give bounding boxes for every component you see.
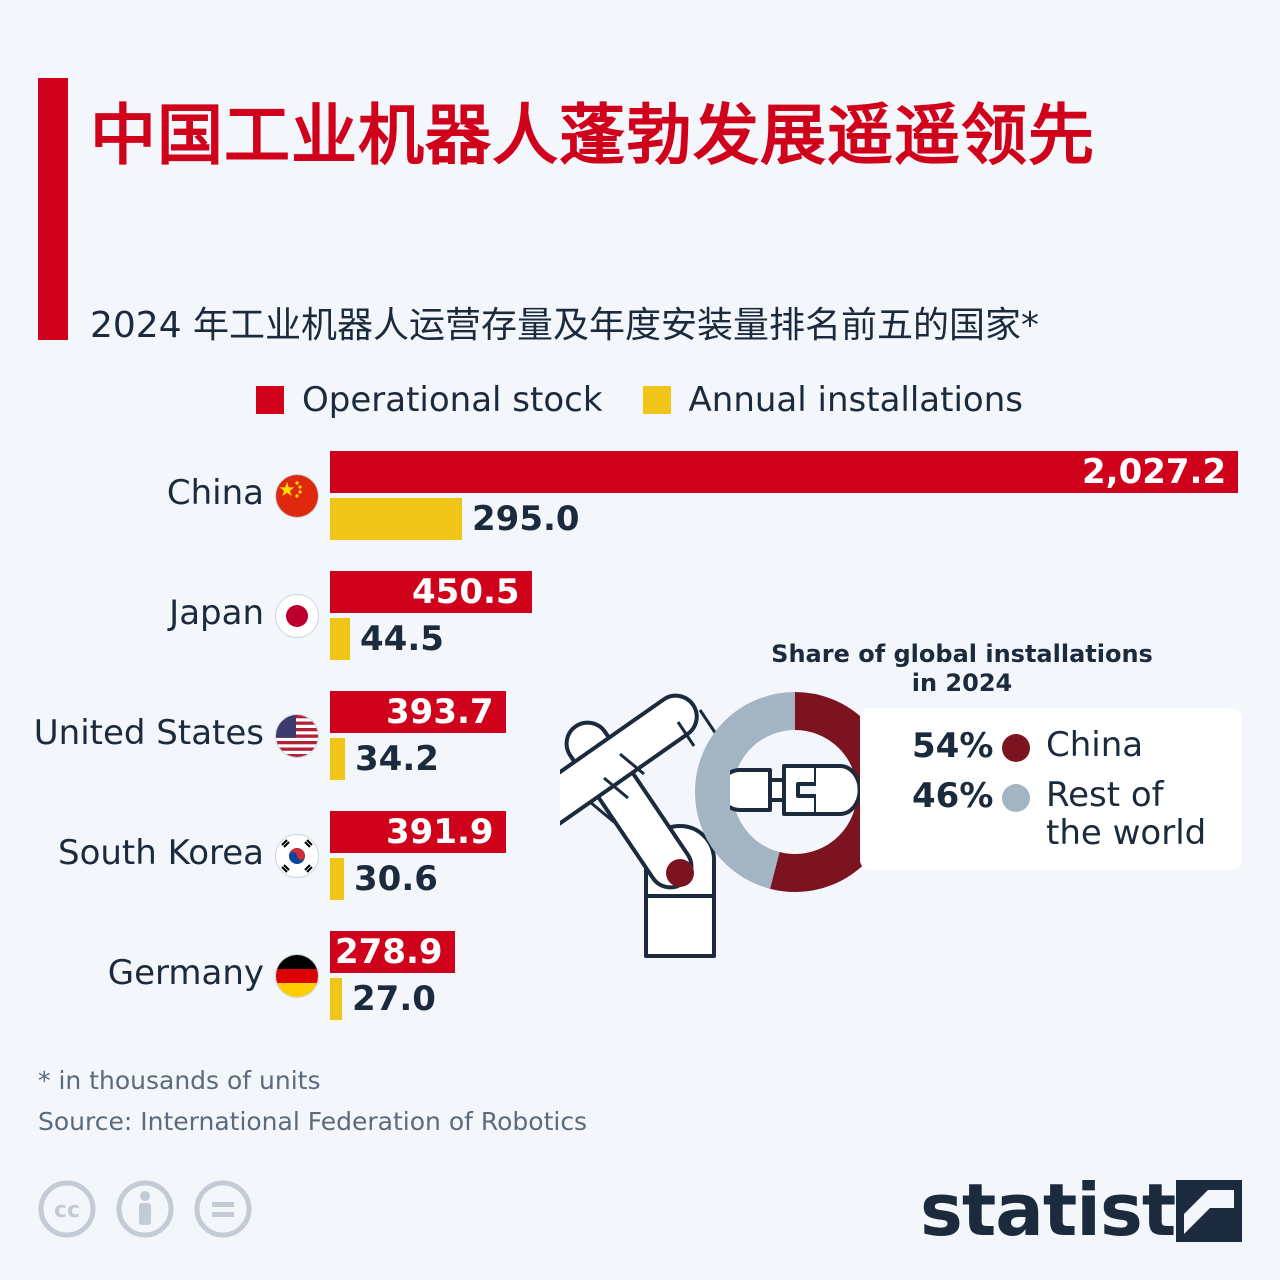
bar-label-stock-united-states: 393.7	[386, 692, 494, 732]
legend-label-installations: Annual installations	[688, 380, 1023, 420]
bar-label-inst-china: 295.0	[472, 499, 580, 539]
source-note: Source: International Federation of Robo…	[38, 1107, 588, 1136]
south-korea-flag-icon	[275, 834, 319, 878]
germany-flag-icon	[275, 954, 319, 998]
bar-inst-south-korea	[330, 858, 344, 900]
footnote: * in thousands of units	[38, 1066, 321, 1095]
country-label-japan: Japan	[169, 593, 264, 633]
donut-legend-panel	[860, 708, 1242, 870]
country-label-south-korea: South Korea	[57, 833, 264, 873]
donut-slice-rest-of-the-world	[695, 692, 895, 892]
united-states-flag-icon	[275, 714, 319, 758]
bar-label-inst-united-states: 34.2	[355, 739, 439, 779]
bar-inst-japan	[330, 618, 350, 660]
legend-swatch-installations	[642, 386, 671, 414]
bar-inst-china	[330, 498, 462, 540]
country-label-united-states: United States	[33, 713, 264, 753]
legend-item-installations: Annual installations	[642, 380, 1023, 420]
chart-subtitle: 2024 年工业机器人运营存量及年度安装量排名前五的国家*	[90, 305, 1040, 346]
bar-stock-japan	[330, 571, 532, 613]
bar-label-stock-japan: 450.5	[412, 572, 520, 612]
donut-name-china: China	[1046, 725, 1144, 765]
bar-inst-united-states	[330, 738, 345, 780]
bar-stock-south-korea	[330, 811, 506, 853]
legend-swatch-stock	[256, 386, 284, 414]
bar-label-inst-germany: 27.0	[352, 979, 436, 1019]
legend-label-stock: Operational stock	[302, 380, 603, 420]
bar-stock-united-states	[330, 691, 506, 733]
robot-arm-icon	[560, 693, 718, 958]
bar-stock-china	[330, 451, 1238, 493]
legend: Operational stock Annual installations	[256, 380, 1063, 420]
robot-gripper-icon	[730, 764, 860, 816]
bar-label-stock-south-korea: 391.9	[386, 812, 494, 852]
statista-logo-text: statista	[920, 1168, 1224, 1252]
svg-text:cc: cc	[54, 1198, 80, 1223]
bar-label-inst-japan: 44.5	[360, 619, 444, 659]
cc-icon: cc	[38, 1180, 96, 1238]
by-icon	[116, 1180, 174, 1238]
country-label-germany: Germany	[107, 953, 264, 993]
bar-inst-germany	[330, 978, 342, 1020]
donut-pct-china: 54%	[912, 726, 994, 766]
donut-title: Share of global installations in 2024	[771, 640, 1153, 697]
china-flag-icon	[275, 474, 319, 518]
donut-pct-rest: 46%	[912, 776, 994, 816]
japan-flag-icon	[275, 594, 319, 638]
bar-label-stock-germany: 278.9	[335, 932, 443, 972]
donut-dot-rest	[1002, 784, 1030, 812]
country-label-china: China	[166, 473, 264, 513]
bar-stock-germany	[330, 931, 455, 973]
bar-label-inst-south-korea: 30.6	[354, 859, 438, 899]
donut-name-rest: Rest of the world	[1046, 775, 1207, 853]
statista-logo-icon	[1176, 1180, 1242, 1242]
donut-legend-row-china: 54% China	[912, 726, 1143, 766]
chart-title: 中国工业机器人蓬勃发展遥遥领先	[90, 97, 1095, 174]
donut-legend-row-rest: 46% Rest of the world	[912, 776, 1226, 852]
bar-label-stock-china: 2,027.2	[1082, 452, 1227, 492]
nd-icon	[194, 1180, 252, 1238]
legend-item-stock: Operational stock	[256, 380, 603, 420]
title-accent-bar	[38, 78, 68, 340]
donut-dot-china	[1002, 734, 1030, 762]
